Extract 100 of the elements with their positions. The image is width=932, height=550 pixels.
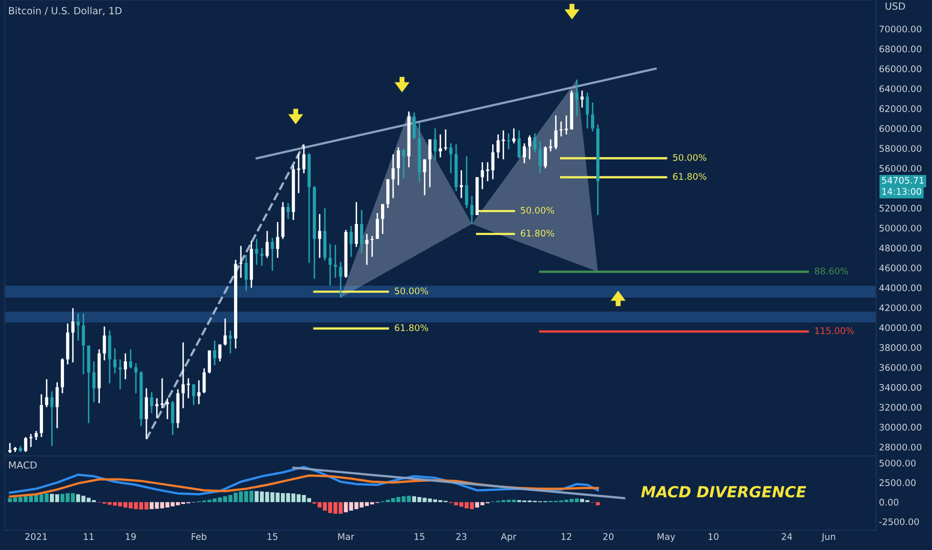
- candlestick: [166, 398, 169, 420]
- y-tick-label: 40000.00: [879, 324, 922, 332]
- y-tick-label: 36000.00: [880, 364, 922, 371]
- candlestick: [533, 132, 536, 154]
- candlestick: [548, 138, 553, 152]
- candlestick: [339, 261, 342, 298]
- candlestick: [480, 162, 484, 190]
- candlestick: [554, 114, 558, 150]
- annotation: MACD DIVERGENCE: [641, 486, 806, 498]
- candlestick: [376, 212, 379, 240]
- candlestick: [402, 148, 406, 179]
- candlestick: [438, 134, 442, 158]
- candlestick: [350, 225, 353, 258]
- candlestick: [213, 340, 216, 366]
- candlestick: [45, 378, 48, 408]
- candlestick: [129, 348, 132, 370]
- candlestick: [518, 130, 521, 159]
- text: 14:13:00: [882, 188, 922, 195]
- candlestick: [24, 436, 28, 453]
- y-tick-label: 0.00: [879, 498, 898, 506]
- y-tick-label: 30000.00: [880, 424, 922, 431]
- candlestick: [544, 146, 547, 169]
- y-tick-label: 46000.00: [879, 264, 922, 272]
- candlestick: [334, 244, 337, 278]
- candlestick: [208, 350, 211, 374]
- candlestick: [186, 378, 191, 399]
- candlestick: [255, 238, 258, 266]
- x-tick-label: 23: [456, 533, 466, 540]
- candlestick: [144, 388, 148, 440]
- candlestick: [260, 247, 264, 266]
- candlestick: [266, 230, 269, 259]
- chart-title: MACD: [9, 461, 37, 469]
- x-tick-label: Apr: [500, 533, 516, 542]
- text: USD: [886, 2, 905, 10]
- text: 54705.71: [882, 176, 924, 184]
- candlestick: [465, 156, 468, 209]
- series-label: 50.00%: [394, 287, 428, 294]
- y-tick-label: 48000.00: [879, 244, 922, 252]
- candlestick: [381, 203, 384, 235]
- y-tick-label: 68000.00: [879, 46, 922, 52]
- candlestick: [360, 209, 364, 254]
- candlestick: [522, 142, 526, 164]
- candlestick: [501, 130, 506, 160]
- candlestick: [423, 158, 426, 196]
- candlestick: [218, 344, 222, 362]
- candlestick: [102, 326, 106, 362]
- candlestick: [82, 312, 85, 376]
- y-tick-label: 5000.00: [880, 460, 916, 467]
- y-tick-label: 70000.00: [880, 26, 922, 32]
- candlestick: [192, 384, 196, 406]
- candlestick: [460, 170, 463, 199]
- line-series: [8, 474, 599, 498]
- candlestick: [71, 307, 74, 364]
- x-tick-label: 2021: [25, 533, 47, 540]
- x-tick-label: 10: [708, 533, 718, 540]
- candlestick: [538, 140, 542, 174]
- series-label: 61.80%: [673, 172, 706, 180]
- y-tick-label: 58000.00: [880, 145, 922, 152]
- candlestick: [370, 235, 374, 258]
- series-label: 115.00%: [815, 327, 854, 334]
- candlestick: [286, 202, 290, 220]
- y-tick-label: 52000.00: [880, 204, 922, 212]
- y-tick-label: 56000.00: [880, 164, 922, 172]
- y-tick-label: 2500.00: [880, 479, 916, 486]
- candlestick: [328, 243, 332, 286]
- candlestick: [276, 221, 280, 259]
- y-tick-label: 42000.00: [879, 304, 922, 312]
- candlestick: [434, 128, 437, 161]
- y-tick-label: 34000.00: [880, 384, 922, 391]
- series-label: 88.60%: [814, 268, 848, 274]
- candlestick: [564, 114, 569, 136]
- y-tick-label: 66000.00: [879, 65, 922, 72]
- candlestick: [56, 382, 59, 429]
- y-tick-label: 64000.00: [879, 85, 922, 92]
- x-tick-label: May: [658, 533, 676, 542]
- candlestick: [118, 358, 122, 390]
- candlestick: [528, 134, 532, 160]
- y-tick-label: 62000.00: [879, 105, 922, 112]
- candlestick: [444, 128, 448, 152]
- candlestick: [182, 342, 185, 409]
- series-label: 50.00%: [520, 206, 554, 214]
- x-tick-label: 20: [603, 533, 614, 540]
- x-tick-label: Feb: [192, 532, 206, 540]
- candlestick: [50, 390, 54, 447]
- candlestick: [496, 134, 500, 159]
- y-tick-label: 28000.00: [880, 444, 922, 451]
- x-tick-label: Mar: [338, 533, 354, 540]
- series-label: 61.80%: [520, 230, 554, 237]
- candlestick: [92, 360, 96, 403]
- candlestick: [485, 162, 490, 182]
- candlestick: [124, 352, 127, 380]
- y-tick-label: 60000.00: [879, 125, 922, 132]
- candlestick: [160, 378, 164, 409]
- candlestick: [470, 195, 474, 225]
- candlestick: [302, 144, 306, 174]
- candlestick: [507, 132, 510, 150]
- text: Bitcoin / U.S. Dollar, 1D: [9, 6, 122, 16]
- x-tick-label: 15: [268, 533, 278, 540]
- candlestick: [412, 112, 416, 140]
- candlestick: [365, 233, 368, 266]
